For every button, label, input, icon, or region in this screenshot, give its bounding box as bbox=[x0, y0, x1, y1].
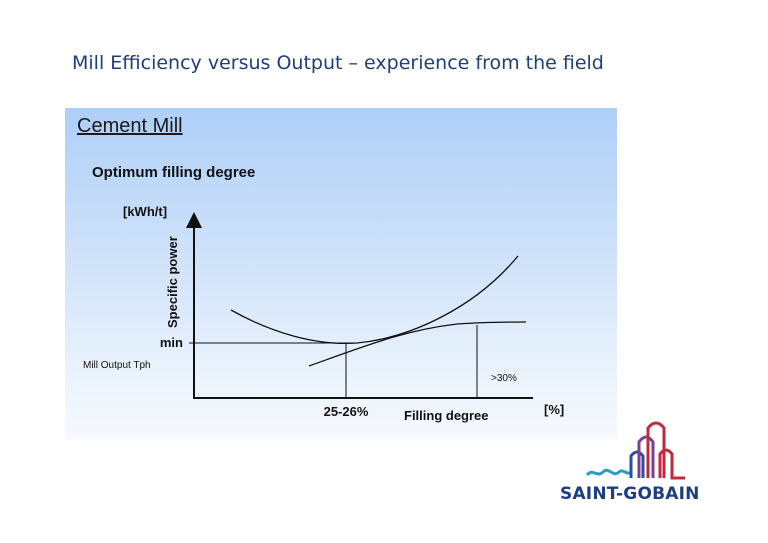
logo-wave bbox=[585, 468, 633, 477]
y-axis-label: Specific power bbox=[165, 236, 180, 328]
specific-power-curve bbox=[230, 255, 519, 345]
logo-arch-red bbox=[646, 421, 666, 478]
y-unit-label: [kWh/t] bbox=[123, 204, 167, 219]
logo-arch-red-small bbox=[658, 448, 685, 480]
diagram-panel: Cement Mill Optimum filling degree [kWh/… bbox=[65, 108, 617, 440]
panel-subheading: Optimum filling degree bbox=[92, 164, 256, 181]
mill-output-label: Mill Output Tph bbox=[83, 360, 151, 371]
slide-title: Mill Efficiency versus Output – experien… bbox=[72, 52, 604, 74]
x-unit-label: [%] bbox=[544, 402, 564, 417]
logo-arch-blue bbox=[629, 450, 645, 478]
threshold-label: >30% bbox=[491, 373, 517, 384]
mill-output-curve bbox=[308, 321, 527, 367]
logo-arch-purple bbox=[637, 435, 655, 478]
filling-degree-diagram: [kWh/t] Specific power min Mill Output T… bbox=[83, 204, 564, 423]
logo-wordmark: SAINT-GOBAIN bbox=[560, 484, 700, 504]
min-label: min bbox=[160, 335, 183, 350]
panel-heading: Cement Mill bbox=[77, 115, 183, 137]
x-axis-label: Filling degree bbox=[404, 408, 489, 423]
saint-gobain-logo: SAINT-GOBAIN bbox=[535, 420, 760, 532]
logo-mark-icon bbox=[585, 421, 685, 480]
optimum-label: 25-26% bbox=[324, 404, 369, 419]
